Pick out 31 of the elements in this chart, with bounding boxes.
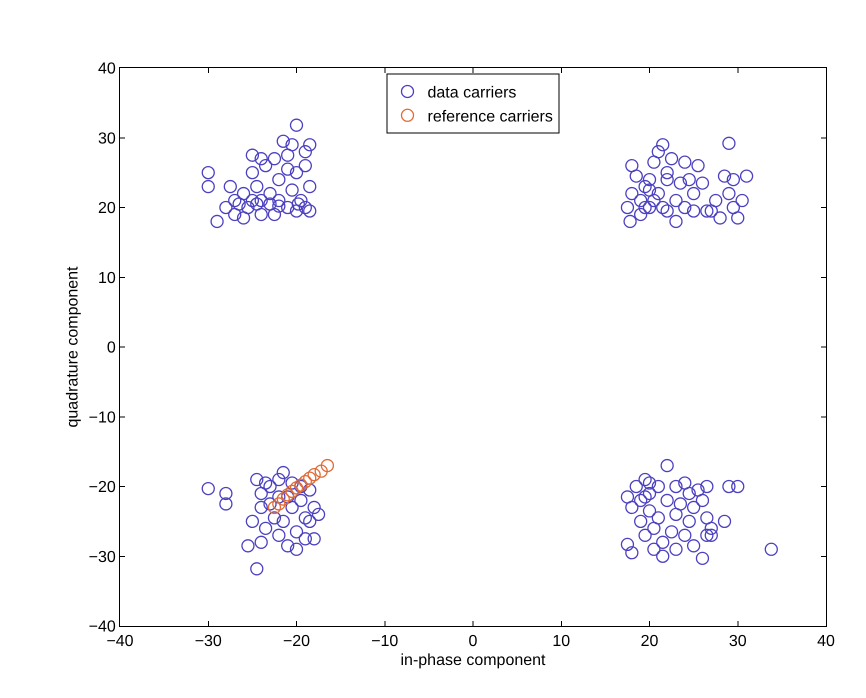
y-tick-label: −20 xyxy=(88,479,116,496)
y-tick-label: 30 xyxy=(98,130,116,148)
point xyxy=(320,458,334,472)
point xyxy=(272,497,286,511)
x-tick-label: 30 xyxy=(728,633,747,650)
x-tick-label: −20 xyxy=(282,633,310,650)
point xyxy=(298,474,312,488)
point xyxy=(314,464,328,478)
x-tick-label: −30 xyxy=(194,633,222,650)
y-tick-label: 10 xyxy=(98,270,116,287)
y-tick-label: 20 xyxy=(98,200,116,218)
y-tick-label: −30 xyxy=(88,548,116,566)
y-tick-label: 40 xyxy=(98,60,116,78)
legend-label: data carriers xyxy=(428,84,516,102)
point xyxy=(276,492,290,506)
y-tick-label: −40 xyxy=(88,618,116,636)
point xyxy=(268,500,282,514)
point xyxy=(308,468,321,482)
point xyxy=(290,481,304,495)
y-tick-label: 0 xyxy=(106,340,116,357)
x-tick-label: 40 xyxy=(817,633,835,650)
y-tick-label: −10 xyxy=(88,409,116,426)
x-tick-label: 0 xyxy=(468,633,478,650)
point xyxy=(303,471,316,485)
x-tick-label: 10 xyxy=(552,633,570,650)
y-axis-title: quadrature component xyxy=(64,266,82,428)
x-axis-title: in-phase component xyxy=(400,652,546,669)
point xyxy=(285,484,299,498)
legend-label: reference carriers xyxy=(428,108,553,126)
x-tick-label: −10 xyxy=(371,633,398,650)
x-tick-label: 20 xyxy=(640,633,658,650)
